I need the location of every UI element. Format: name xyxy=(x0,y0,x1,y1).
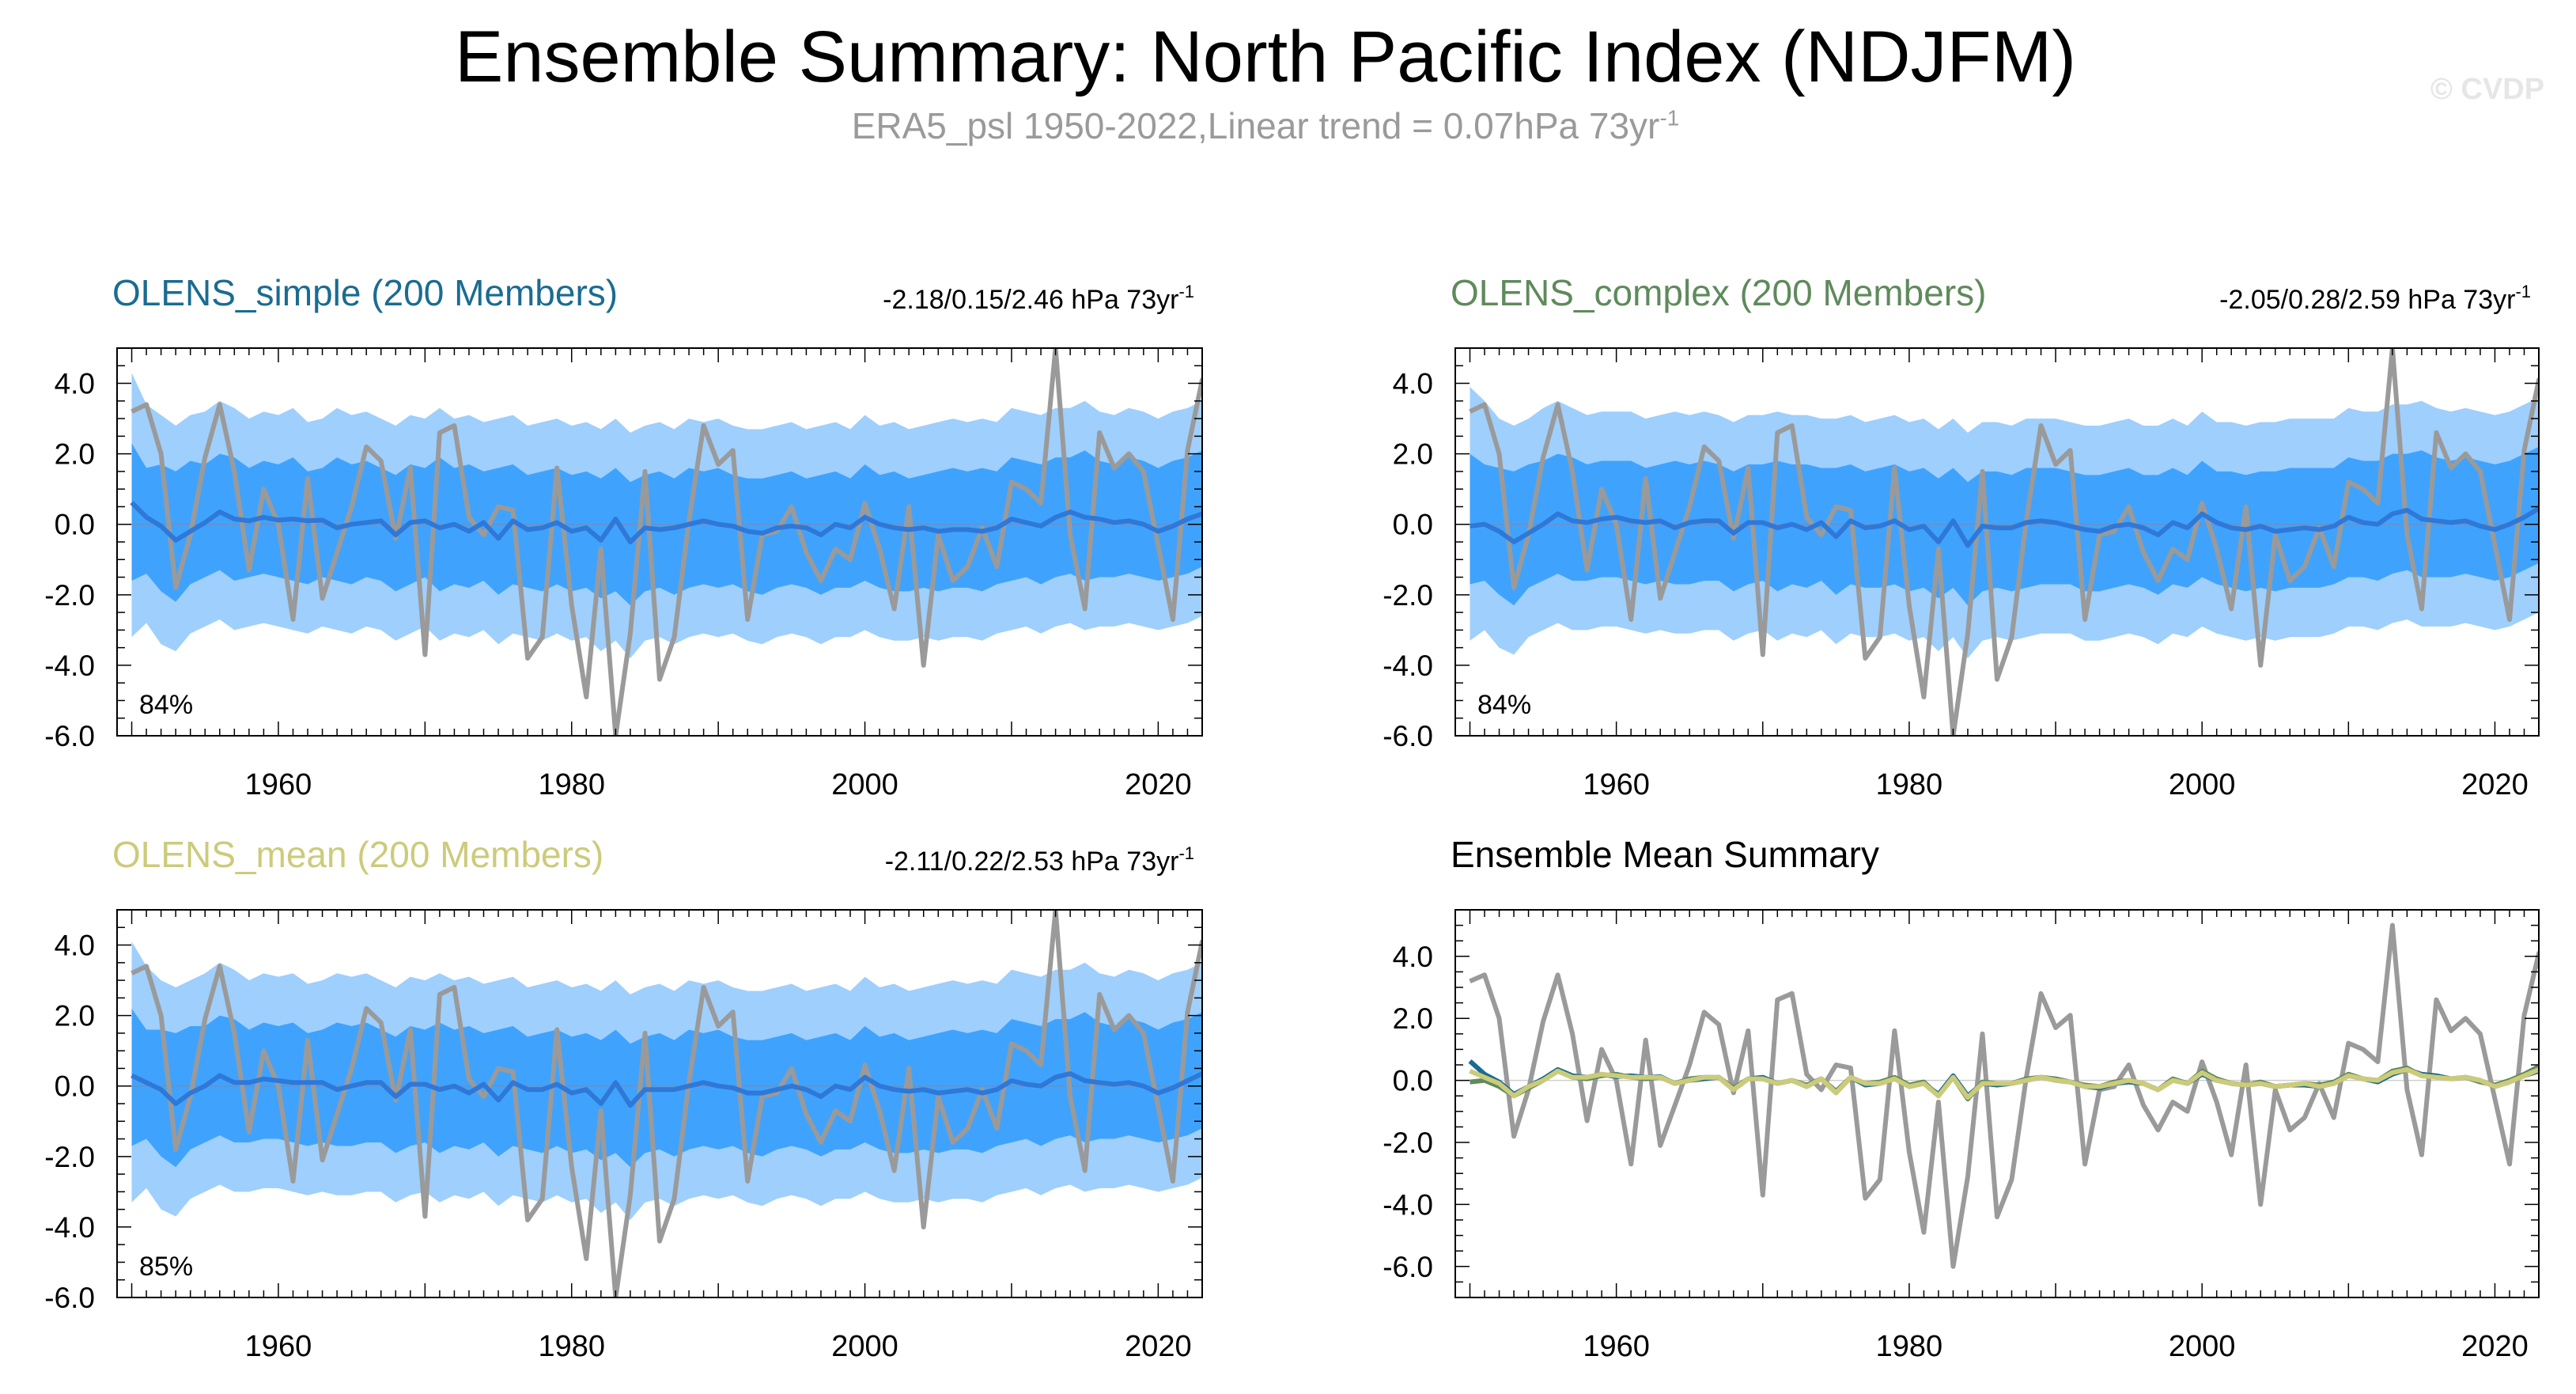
y-tick-label: 2.0 xyxy=(55,1000,95,1032)
subtitle-text: ERA5_psl 1950-2022,Linear trend = 0.07hP… xyxy=(851,105,1660,146)
observations-line xyxy=(131,910,1202,1297)
y-tick-label: -4.0 xyxy=(44,650,95,682)
y-tick-label: -4.0 xyxy=(1383,1188,1433,1221)
x-tick-label: 1960 xyxy=(245,1330,312,1363)
x-tick-label: 1960 xyxy=(1583,768,1650,801)
trend-value: -2.05/0.28/2.59 hPa 73yr xyxy=(2219,285,2515,315)
y-tick-label: -6.0 xyxy=(44,720,95,752)
trend-label: -2.05/0.28/2.59 hPa 73yr-1 xyxy=(2219,282,2531,315)
subtitle-superscript: -1 xyxy=(1659,105,1680,131)
percent-annotation: 84% xyxy=(139,690,193,720)
panel-4: -6.0 -4.0 -2.0 0.0 2.0 4.0 1960 1980 2000 2020 Ens… xyxy=(1383,834,2540,1363)
trend-value: -2.18/0.15/2.46 hPa 73yr xyxy=(883,285,1178,315)
panel-title: OLENS_simple (200 Members) xyxy=(112,272,618,313)
x-tick-label: 1980 xyxy=(538,768,605,801)
y-tick-label: -6.0 xyxy=(1383,1251,1433,1283)
trend-label: -2.11/0.22/2.53 hPa 73yr-1 xyxy=(885,843,1194,877)
trend-value: -2.11/0.22/2.53 hPa 73yr xyxy=(885,847,1179,877)
trend-label: -2.18/0.15/2.46 hPa 73yr-1 xyxy=(883,282,1194,315)
x-tick-label: 1980 xyxy=(1876,768,1943,801)
ensemble-mean-line xyxy=(131,1071,1202,1108)
y-tick-label: 4.0 xyxy=(1393,368,1433,400)
panel-title: Ensemble Mean Summary xyxy=(1451,834,1879,875)
y-tick-label: -2.0 xyxy=(44,579,95,612)
copyright-watermark: © CVDP xyxy=(2430,73,2544,106)
x-tick-label: 1980 xyxy=(538,1330,605,1363)
y-tick-label: 4.0 xyxy=(1393,941,1433,973)
y-tick-label: 2.0 xyxy=(1393,1002,1433,1035)
y-tick-label: -4.0 xyxy=(44,1211,95,1244)
x-tick-label: 2000 xyxy=(831,1330,898,1363)
panel-title: OLENS_complex (200 Members) xyxy=(1451,272,1986,313)
plot-area xyxy=(117,348,1202,736)
y-tick-label: 4.0 xyxy=(55,930,95,962)
figure-subtitle: ERA5_psl 1950-2022,Linear trend = 0.07hP… xyxy=(0,104,2531,147)
percent-annotation: 84% xyxy=(1477,690,1531,720)
x-tick-label: 2020 xyxy=(2461,1330,2529,1363)
trend-superscript: -1 xyxy=(1178,282,1194,301)
figure-title: Ensemble Summary: North Pacific Index (N… xyxy=(454,17,2077,97)
plot-area xyxy=(1455,922,2539,1269)
y-tick-label: -2.0 xyxy=(1383,1127,1433,1159)
panel-1: -6.0 -4.0 -2.0 0.0 2.0 4.0 1960 1980 2000 2020 OLE… xyxy=(44,272,1203,801)
x-tick-label: 1980 xyxy=(1876,1330,1943,1363)
trend-superscript: -1 xyxy=(1178,843,1194,863)
y-tick-label: 4.0 xyxy=(55,368,95,400)
y-tick-label: 0.0 xyxy=(1393,1065,1433,1097)
observations-line xyxy=(1469,348,2539,736)
x-tick-label: 2020 xyxy=(1125,1330,1192,1363)
y-tick-label: 0.0 xyxy=(55,509,95,541)
y-tick-label: -6.0 xyxy=(44,1282,95,1314)
trend-superscript: -1 xyxy=(2515,282,2531,301)
x-tick-label: 2000 xyxy=(2169,768,2236,801)
y-tick-label: 2.0 xyxy=(55,438,95,471)
ensemble-mean-line xyxy=(130,500,1202,544)
y-tick-label: -4.0 xyxy=(1383,650,1433,682)
y-tick-label: 2.0 xyxy=(1393,438,1433,471)
y-tick-label: 0.0 xyxy=(55,1070,95,1103)
observations-line xyxy=(1469,922,2539,1269)
olens-mean-line xyxy=(1469,1066,2539,1100)
plot-area xyxy=(117,910,1202,1297)
x-tick-label: 2000 xyxy=(2169,1330,2236,1363)
y-tick-label: -2.0 xyxy=(1383,579,1433,612)
percent-annotation: 85% xyxy=(139,1252,193,1282)
y-tick-label: 0.0 xyxy=(1393,509,1433,541)
x-tick-label: 1960 xyxy=(245,768,312,801)
plot-area xyxy=(1455,348,2539,736)
y-tick-label: -6.0 xyxy=(1383,720,1433,752)
x-tick-label: 2020 xyxy=(2461,768,2529,801)
x-tick-label: 2000 xyxy=(831,768,898,801)
x-tick-label: 1960 xyxy=(1583,1330,1650,1363)
y-tick-label: -2.0 xyxy=(44,1141,95,1173)
ensemble-mean-line xyxy=(1470,506,2539,548)
plot-frame xyxy=(1454,909,2540,1298)
panel-3: -6.0 -4.0 -2.0 0.0 2.0 4.0 1960 1980 2000 2020 OLE… xyxy=(44,834,1203,1363)
panel-title: OLENS_mean (200 Members) xyxy=(112,834,603,875)
panel-2: -6.0 -4.0 -2.0 0.0 2.0 4.0 1960 1980 2000 2020 OLE… xyxy=(1383,272,2540,801)
x-tick-label: 2020 xyxy=(1125,768,1192,801)
observations-line xyxy=(131,348,1202,736)
